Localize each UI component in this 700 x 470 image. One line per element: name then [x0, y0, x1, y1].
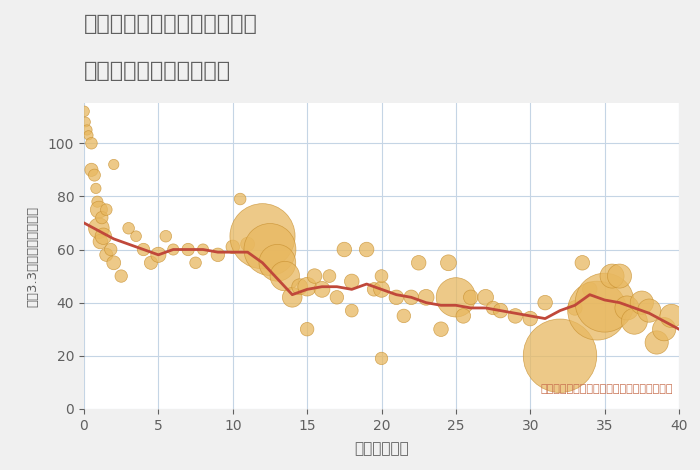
Point	[368, 286, 379, 293]
Point	[93, 206, 104, 213]
Point	[487, 304, 498, 312]
Point	[105, 246, 116, 253]
Point	[86, 166, 97, 173]
Point	[622, 304, 633, 312]
Point	[569, 304, 580, 312]
Point	[391, 294, 402, 301]
Point	[361, 246, 372, 253]
Point	[577, 259, 588, 266]
Point	[93, 225, 104, 232]
Point	[96, 214, 108, 221]
Point	[81, 126, 92, 134]
Point	[465, 294, 476, 301]
Point	[89, 172, 100, 179]
Point	[130, 233, 141, 240]
Point	[309, 272, 320, 280]
Point	[435, 325, 447, 333]
Point	[78, 108, 90, 115]
Point	[629, 317, 640, 325]
Point	[101, 251, 112, 258]
Point	[584, 286, 595, 293]
Point	[421, 294, 432, 301]
Point	[480, 294, 491, 301]
Point	[644, 307, 655, 314]
Point	[234, 195, 246, 203]
Point	[146, 259, 157, 266]
Point	[138, 246, 149, 253]
Point	[302, 283, 313, 290]
Y-axis label: 坪（3.3㎡）単価（万円）: 坪（3.3㎡）単価（万円）	[27, 205, 40, 307]
Point	[406, 294, 417, 301]
Point	[525, 315, 536, 322]
Point	[90, 185, 101, 192]
Text: 円の大きさは、取引のあった物件面積を示す: 円の大きさは、取引のあった物件面積を示す	[540, 384, 673, 394]
Point	[272, 259, 283, 266]
Point	[554, 352, 566, 360]
Point	[101, 206, 112, 213]
Point	[592, 307, 603, 314]
Text: 築年数別中古戸建て価格: 築年数別中古戸建て価格	[84, 61, 231, 81]
Point	[92, 198, 103, 205]
Point	[287, 294, 298, 301]
Point	[294, 283, 305, 290]
Point	[376, 272, 387, 280]
Point	[227, 243, 238, 251]
X-axis label: 築年数（年）: 築年数（年）	[354, 441, 409, 456]
Text: 埼玉県北足立郡伊奈町小室の: 埼玉県北足立郡伊奈町小室の	[84, 14, 258, 34]
Point	[80, 118, 91, 126]
Point	[495, 307, 506, 314]
Point	[116, 272, 127, 280]
Point	[98, 233, 109, 240]
Point	[183, 246, 194, 253]
Point	[636, 299, 648, 306]
Point	[599, 299, 610, 306]
Point	[94, 238, 106, 245]
Point	[83, 132, 94, 139]
Point	[606, 272, 617, 280]
Point	[614, 272, 625, 280]
Point	[168, 246, 179, 253]
Point	[510, 312, 521, 320]
Point	[324, 272, 335, 280]
Point	[108, 259, 119, 266]
Point	[108, 161, 119, 168]
Point	[197, 246, 209, 253]
Point	[398, 312, 409, 320]
Point	[540, 299, 551, 306]
Point	[651, 339, 662, 346]
Point	[413, 259, 424, 266]
Point	[331, 294, 342, 301]
Point	[257, 233, 268, 240]
Point	[86, 140, 97, 147]
Point	[339, 246, 350, 253]
Point	[450, 294, 461, 301]
Point	[242, 241, 253, 248]
Point	[659, 325, 670, 333]
Point	[279, 272, 290, 280]
Point	[376, 286, 387, 293]
Point	[190, 259, 201, 266]
Point	[265, 246, 276, 253]
Point	[443, 259, 454, 266]
Point	[302, 325, 313, 333]
Point	[153, 251, 164, 258]
Point	[212, 251, 223, 258]
Point	[123, 225, 134, 232]
Point	[458, 312, 469, 320]
Point	[376, 355, 387, 362]
Point	[160, 233, 172, 240]
Point	[346, 307, 357, 314]
Point	[316, 286, 328, 293]
Point	[666, 312, 677, 320]
Point	[346, 278, 357, 285]
